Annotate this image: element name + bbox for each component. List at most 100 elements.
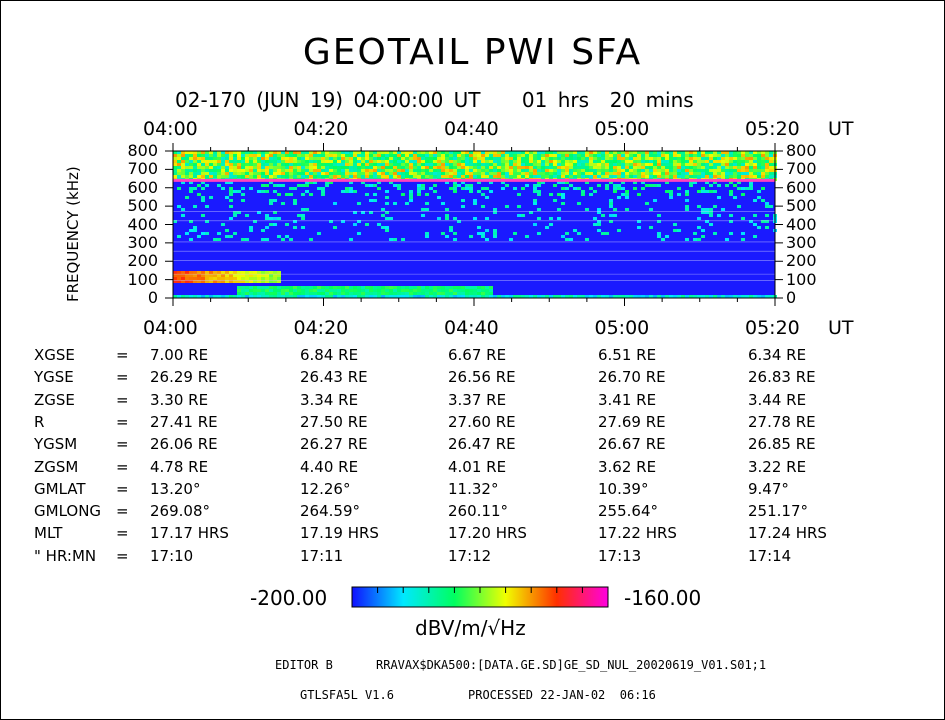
table-cell: 26.27 RE: [300, 435, 368, 454]
table-cell: 27.60 RE: [448, 412, 516, 431]
table-cell: 3.44 RE: [748, 390, 807, 409]
y-tick-label-right-4: 400: [786, 214, 817, 234]
y-tick-label-right-2: 200: [786, 251, 817, 271]
table-row-label: ZGSM: [34, 457, 79, 476]
footer-editor: EDITOR B: [275, 658, 333, 672]
table-cell: 251.17°: [748, 502, 808, 521]
table-cell: 13.20°: [150, 479, 201, 498]
colorbar-min-label: -200.00: [250, 586, 328, 610]
y-axis-label: FREQUENCY (kHz): [64, 166, 82, 302]
table-cell: 17:10: [150, 546, 194, 565]
y-tick-label-right-0: 0: [786, 288, 797, 307]
table-row-label: MLT: [34, 524, 63, 543]
table-cell: 3.62 RE: [598, 457, 657, 476]
table-row-sep: =: [116, 479, 129, 498]
table-cell: 6.51 RE: [598, 346, 657, 364]
table-cell: 26.83 RE: [748, 368, 816, 387]
x-tick-label-top-3: 05:00: [594, 118, 650, 140]
table-cell: 3.22 RE: [748, 457, 807, 476]
footer-version: GTLSFA5L V1.6: [300, 688, 394, 702]
table-cell: 17.20 HRS: [448, 524, 527, 543]
x-tick-label-bottom-0: 04:00: [143, 317, 198, 339]
table-cell: 26.29 RE: [150, 368, 218, 387]
table-cell: 4.40 RE: [300, 457, 359, 476]
table-row-sep: =: [116, 524, 129, 543]
table-cell: 27.69 RE: [598, 412, 666, 431]
table-row-sep: =: [116, 368, 129, 387]
footer-path: RRAVAX$DKA500:[DATA.GE.SD]GE_SD_NUL_2002…: [376, 658, 767, 672]
colorbar-unit-label: dBV/m/√Hz: [415, 616, 526, 640]
x-tick-label-bottom-4: 05:20: [745, 317, 800, 339]
table-cell: 17:13: [598, 546, 642, 565]
table-cell: 255.64°: [598, 502, 658, 521]
chart-subtitle: 02-170 (JUN 19) 04:00:00 UT 01 hrs 20 mi…: [175, 88, 694, 112]
table-cell: 6.67 RE: [448, 346, 507, 364]
table-cell: 27.78 RE: [748, 412, 816, 431]
table-row-sep: =: [116, 390, 129, 409]
chart-title: GEOTAIL PWI SFA: [302, 32, 643, 73]
table-row-sep: =: [116, 502, 129, 521]
table-cell: 17.22 HRS: [598, 524, 677, 543]
y-tick-label-left-8: 800: [127, 141, 158, 160]
x-tick-label-top-2: 04:40: [444, 118, 499, 140]
y-tick-label-right-8: 800: [786, 141, 817, 160]
table-cell: 9.47°: [748, 479, 789, 498]
x-tick-label-bottom-3: 05:00: [594, 317, 650, 339]
y-tick-label-left-2: 200: [127, 251, 158, 271]
table-cell: 10.39°: [598, 479, 649, 498]
table-cell: 27.41 RE: [150, 412, 218, 431]
y-tick-label-right-3: 300: [786, 232, 817, 252]
table-row-label: XGSE: [34, 346, 75, 364]
table-cell: 26.85 RE: [748, 435, 816, 454]
y-tick-label-left-0: 0: [147, 288, 158, 307]
table-row-label: R: [34, 412, 45, 431]
colorbar-max-label: -160.00: [624, 586, 702, 610]
x-tick-label-top-1: 04:20: [293, 118, 349, 140]
x-tick-label-top-4: 05:20: [745, 118, 800, 140]
table-cell: 26.70 RE: [598, 368, 666, 387]
table-row-label: GMLONG: [34, 502, 102, 521]
y-tick-label-left-3: 300: [127, 232, 158, 252]
table-cell: 6.34 RE: [748, 346, 807, 364]
y-tick-label-right-1: 100: [786, 269, 817, 289]
table-cell: 269.08°: [150, 502, 210, 521]
table-cell: 26.47 RE: [448, 435, 516, 454]
y-tick-label-left-6: 600: [127, 177, 158, 197]
y-tick-label-left-1: 100: [127, 269, 158, 289]
table-row-sep: =: [116, 457, 129, 476]
x-tick-label-bottom-2: 04:40: [444, 317, 499, 339]
table-cell: 17:11: [300, 546, 344, 565]
table-cell: 17.17 HRS: [150, 524, 229, 543]
x-axis-unit-bottom: UT: [828, 317, 854, 339]
table-cell: 3.34 RE: [300, 390, 359, 409]
table-cell: 26.56 RE: [448, 368, 516, 387]
footer-processed: PROCESSED 22-JAN-02 06:16: [468, 688, 656, 702]
x-tick-label-bottom-1: 04:20: [293, 317, 349, 339]
table-cell: 4.78 RE: [150, 457, 209, 476]
table-cell: 17.19 HRS: [300, 524, 379, 543]
table-row-sep: =: [116, 346, 129, 364]
table-cell: 17:14: [748, 546, 792, 565]
y-tick-label-right-7: 700: [786, 159, 817, 179]
table-cell: 27.50 RE: [300, 412, 368, 431]
x-tick-label-top-0: 04:00: [143, 118, 198, 140]
table-cell: 3.30 RE: [150, 390, 209, 409]
table-cell: 3.37 RE: [448, 390, 507, 409]
table-cell: 264.59°: [300, 502, 360, 521]
table-cell: 17:12: [448, 546, 492, 565]
table-cell: 12.26°: [300, 479, 351, 498]
table-cell: 26.43 RE: [300, 368, 368, 387]
table-row-label: YGSE: [34, 368, 74, 387]
y-tick-label-left-5: 500: [127, 196, 158, 216]
y-tick-label-right-5: 500: [786, 196, 817, 216]
table-cell: 7.00 RE: [150, 346, 209, 364]
table-row-label: YGSM: [34, 435, 78, 454]
y-tick-label-left-4: 400: [127, 214, 158, 234]
table-cell: 26.67 RE: [598, 435, 666, 454]
table-row-sep: =: [116, 546, 129, 565]
table-cell: 6.84 RE: [300, 346, 359, 364]
table-cell: 3.41 RE: [598, 390, 657, 409]
table-row-sep: =: [116, 435, 129, 454]
table-cell: 4.01 RE: [448, 457, 507, 476]
